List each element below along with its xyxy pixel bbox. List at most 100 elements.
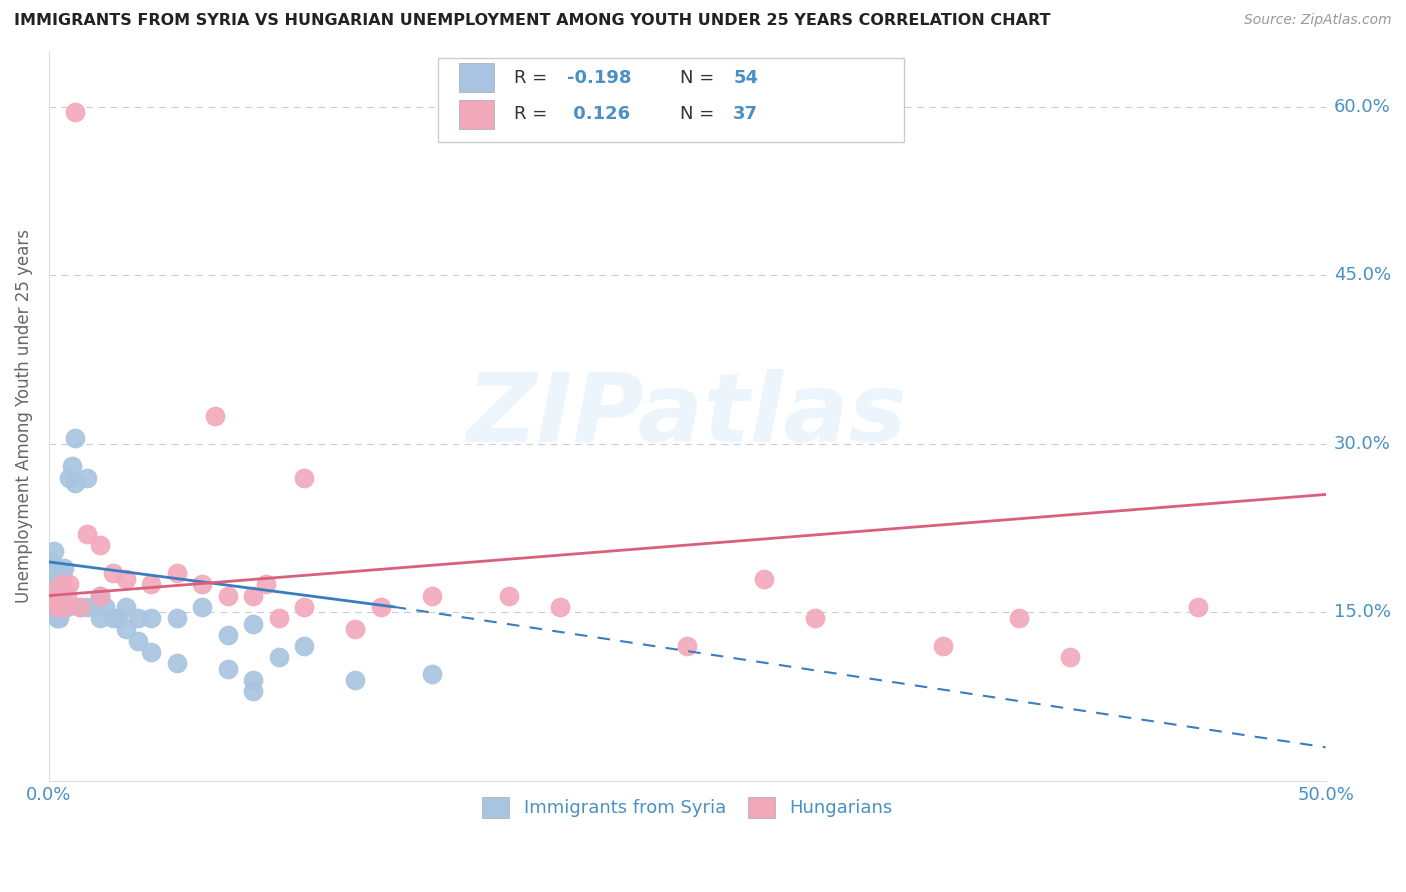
Point xyxy=(94,599,117,614)
Text: R =: R = xyxy=(513,105,553,123)
Point xyxy=(217,662,239,676)
FancyBboxPatch shape xyxy=(458,63,495,92)
Point xyxy=(41,599,63,614)
Point xyxy=(101,566,124,581)
Point xyxy=(166,566,188,581)
Point xyxy=(45,599,67,614)
Text: R =: R = xyxy=(513,69,553,87)
Point xyxy=(41,594,63,608)
Legend: Immigrants from Syria, Hungarians: Immigrants from Syria, Hungarians xyxy=(472,788,901,827)
Point xyxy=(48,611,70,625)
Point xyxy=(676,639,699,653)
Point xyxy=(114,599,136,614)
Point xyxy=(51,589,73,603)
Point xyxy=(217,589,239,603)
Point xyxy=(45,611,67,625)
Point xyxy=(56,599,79,614)
Y-axis label: Unemployment Among Youth under 25 years: Unemployment Among Youth under 25 years xyxy=(15,229,32,603)
Point xyxy=(58,577,80,591)
Point xyxy=(51,577,73,591)
Point xyxy=(242,589,264,603)
Point xyxy=(242,616,264,631)
Point xyxy=(76,599,98,614)
Point xyxy=(89,611,111,625)
Point xyxy=(53,594,76,608)
Text: Source: ZipAtlas.com: Source: ZipAtlas.com xyxy=(1244,13,1392,28)
Point xyxy=(292,639,315,653)
Point xyxy=(89,589,111,603)
Text: N =: N = xyxy=(679,105,720,123)
Point xyxy=(139,611,162,625)
Text: IMMIGRANTS FROM SYRIA VS HUNGARIAN UNEMPLOYMENT AMONG YOUTH UNDER 25 YEARS CORRE: IMMIGRANTS FROM SYRIA VS HUNGARIAN UNEMP… xyxy=(14,13,1050,29)
Point xyxy=(107,611,129,625)
FancyBboxPatch shape xyxy=(458,100,495,128)
Point xyxy=(53,560,76,574)
Point xyxy=(420,589,443,603)
Point xyxy=(752,572,775,586)
Point xyxy=(931,639,953,653)
Point xyxy=(41,577,63,591)
Point xyxy=(804,611,827,625)
Point xyxy=(53,599,76,614)
Point xyxy=(84,599,107,614)
Point xyxy=(42,589,65,603)
Point xyxy=(63,476,86,491)
Point xyxy=(127,611,149,625)
Text: 15.0%: 15.0% xyxy=(1334,604,1391,622)
Point xyxy=(89,589,111,603)
Point xyxy=(45,589,67,603)
Point xyxy=(41,566,63,581)
Point xyxy=(370,599,392,614)
Point xyxy=(254,577,277,591)
Text: 0.126: 0.126 xyxy=(567,105,630,123)
Point xyxy=(267,650,290,665)
Text: 54: 54 xyxy=(733,69,758,87)
Point xyxy=(76,470,98,484)
Point xyxy=(139,645,162,659)
Point xyxy=(548,599,571,614)
Point xyxy=(41,555,63,569)
Point xyxy=(48,594,70,608)
Point xyxy=(48,589,70,603)
Point xyxy=(139,577,162,591)
Point xyxy=(114,623,136,637)
Text: -0.198: -0.198 xyxy=(567,69,631,87)
Point xyxy=(51,599,73,614)
Point xyxy=(204,409,226,423)
Point xyxy=(114,572,136,586)
Point xyxy=(63,431,86,445)
Point xyxy=(63,105,86,120)
Point xyxy=(58,470,80,484)
Point xyxy=(191,599,214,614)
Point xyxy=(69,599,91,614)
Point xyxy=(101,611,124,625)
Point xyxy=(51,566,73,581)
Point xyxy=(498,589,520,603)
Point xyxy=(56,589,79,603)
Text: 60.0%: 60.0% xyxy=(1334,98,1391,116)
Point xyxy=(45,577,67,591)
Text: 37: 37 xyxy=(733,105,758,123)
FancyBboxPatch shape xyxy=(439,58,904,142)
Point xyxy=(42,582,65,597)
Point xyxy=(42,599,65,614)
Text: N =: N = xyxy=(679,69,720,87)
Point xyxy=(45,599,67,614)
Point xyxy=(166,656,188,670)
Point xyxy=(76,526,98,541)
Point xyxy=(267,611,290,625)
Point xyxy=(42,599,65,614)
Point xyxy=(60,459,83,474)
Point xyxy=(1059,650,1081,665)
Point xyxy=(45,599,67,614)
Text: 30.0%: 30.0% xyxy=(1334,435,1391,453)
Point xyxy=(242,673,264,687)
Point xyxy=(191,577,214,591)
Point xyxy=(42,577,65,591)
Point xyxy=(344,623,367,637)
Text: ZIPatlas: ZIPatlas xyxy=(467,369,907,462)
Point xyxy=(166,611,188,625)
Point xyxy=(217,628,239,642)
Point xyxy=(420,667,443,681)
Point xyxy=(89,538,111,552)
